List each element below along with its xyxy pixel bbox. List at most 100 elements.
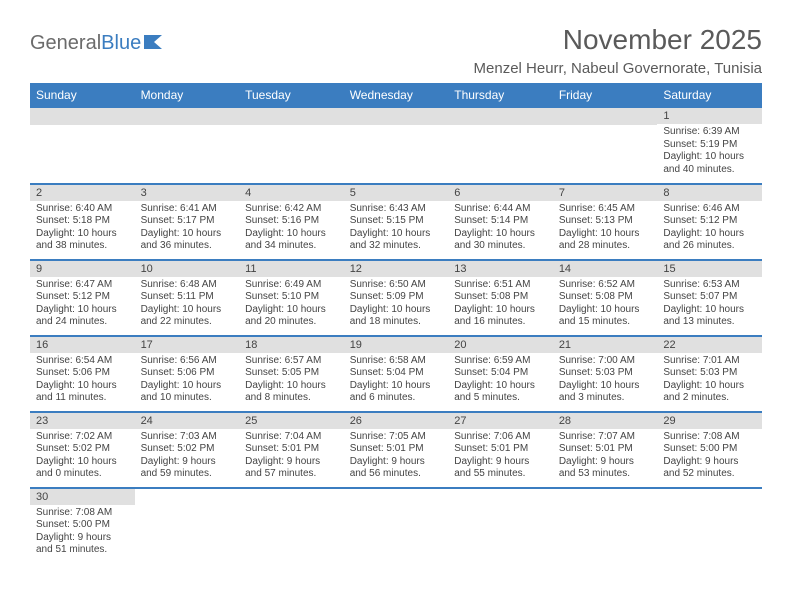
- calendar-cell: 22Sunrise: 7:01 AMSunset: 5:03 PMDayligh…: [657, 336, 762, 412]
- weekday-header: Tuesday: [239, 83, 344, 108]
- day-details: Sunrise: 6:54 AMSunset: 5:06 PMDaylight:…: [30, 353, 135, 409]
- day-number: 26: [344, 413, 449, 429]
- day-details: Sunrise: 6:49 AMSunset: 5:10 PMDaylight:…: [239, 277, 344, 333]
- calendar-cell: 5Sunrise: 6:43 AMSunset: 5:15 PMDaylight…: [344, 184, 449, 260]
- calendar-cell: 26Sunrise: 7:05 AMSunset: 5:01 PMDayligh…: [344, 412, 449, 488]
- calendar-cell: 12Sunrise: 6:50 AMSunset: 5:09 PMDayligh…: [344, 260, 449, 336]
- calendar-cell: [135, 108, 240, 184]
- brand-logo: GeneralBlue: [30, 24, 166, 55]
- calendar-cell: 17Sunrise: 6:56 AMSunset: 5:06 PMDayligh…: [135, 336, 240, 412]
- calendar-cell: 20Sunrise: 6:59 AMSunset: 5:04 PMDayligh…: [448, 336, 553, 412]
- day-number: 2: [30, 185, 135, 201]
- day-details: Sunrise: 6:45 AMSunset: 5:13 PMDaylight:…: [553, 201, 658, 257]
- day-number: 14: [553, 261, 658, 277]
- day-details: Sunrise: 6:41 AMSunset: 5:17 PMDaylight:…: [135, 201, 240, 257]
- day-number: 22: [657, 337, 762, 353]
- calendar-cell: [239, 108, 344, 184]
- day-details: Sunrise: 6:57 AMSunset: 5:05 PMDaylight:…: [239, 353, 344, 409]
- day-number: 18: [239, 337, 344, 353]
- day-number: 20: [448, 337, 553, 353]
- day-details: Sunrise: 6:56 AMSunset: 5:06 PMDaylight:…: [135, 353, 240, 409]
- day-details: Sunrise: 7:00 AMSunset: 5:03 PMDaylight:…: [553, 353, 658, 409]
- brand-part2: Blue: [101, 32, 141, 55]
- day-details: Sunrise: 7:05 AMSunset: 5:01 PMDaylight:…: [344, 429, 449, 485]
- calendar-cell: 11Sunrise: 6:49 AMSunset: 5:10 PMDayligh…: [239, 260, 344, 336]
- day-number: 4: [239, 185, 344, 201]
- day-details: Sunrise: 6:51 AMSunset: 5:08 PMDaylight:…: [448, 277, 553, 333]
- day-details: Sunrise: 6:52 AMSunset: 5:08 PMDaylight:…: [553, 277, 658, 333]
- calendar-cell: 10Sunrise: 6:48 AMSunset: 5:11 PMDayligh…: [135, 260, 240, 336]
- day-details: Sunrise: 6:58 AMSunset: 5:04 PMDaylight:…: [344, 353, 449, 409]
- calendar-cell: [344, 108, 449, 184]
- calendar-cell: 8Sunrise: 6:46 AMSunset: 5:12 PMDaylight…: [657, 184, 762, 260]
- weekday-header: Monday: [135, 83, 240, 108]
- calendar-cell: 2Sunrise: 6:40 AMSunset: 5:18 PMDaylight…: [30, 184, 135, 260]
- calendar-cell: 14Sunrise: 6:52 AMSunset: 5:08 PMDayligh…: [553, 260, 658, 336]
- calendar-cell: [135, 488, 240, 564]
- day-number: 23: [30, 413, 135, 429]
- calendar-cell: 30Sunrise: 7:08 AMSunset: 5:00 PMDayligh…: [30, 488, 135, 564]
- day-details: Sunrise: 7:01 AMSunset: 5:03 PMDaylight:…: [657, 353, 762, 409]
- day-number: 25: [239, 413, 344, 429]
- day-details: Sunrise: 6:50 AMSunset: 5:09 PMDaylight:…: [344, 277, 449, 333]
- weekday-header: Wednesday: [344, 83, 449, 108]
- calendar-cell: 15Sunrise: 6:53 AMSunset: 5:07 PMDayligh…: [657, 260, 762, 336]
- calendar-cell: 4Sunrise: 6:42 AMSunset: 5:16 PMDaylight…: [239, 184, 344, 260]
- day-details: Sunrise: 6:59 AMSunset: 5:04 PMDaylight:…: [448, 353, 553, 409]
- flag-icon: [144, 32, 166, 55]
- day-details: Sunrise: 6:43 AMSunset: 5:15 PMDaylight:…: [344, 201, 449, 257]
- day-number: 29: [657, 413, 762, 429]
- calendar-cell: [344, 488, 449, 564]
- day-details: Sunrise: 7:06 AMSunset: 5:01 PMDaylight:…: [448, 429, 553, 485]
- calendar-cell: 7Sunrise: 6:45 AMSunset: 5:13 PMDaylight…: [553, 184, 658, 260]
- empty-day-bar: [448, 108, 553, 125]
- month-title: November 2025: [474, 24, 762, 56]
- weekday-header: Thursday: [448, 83, 553, 108]
- calendar-cell: [448, 488, 553, 564]
- day-number: 7: [553, 185, 658, 201]
- empty-day-bar: [239, 108, 344, 125]
- calendar-cell: 13Sunrise: 6:51 AMSunset: 5:08 PMDayligh…: [448, 260, 553, 336]
- calendar-cell: 27Sunrise: 7:06 AMSunset: 5:01 PMDayligh…: [448, 412, 553, 488]
- day-number: 8: [657, 185, 762, 201]
- day-details: Sunrise: 7:04 AMSunset: 5:01 PMDaylight:…: [239, 429, 344, 485]
- day-number: 11: [239, 261, 344, 277]
- calendar-cell: 25Sunrise: 7:04 AMSunset: 5:01 PMDayligh…: [239, 412, 344, 488]
- day-number: 10: [135, 261, 240, 277]
- calendar-cell: 3Sunrise: 6:41 AMSunset: 5:17 PMDaylight…: [135, 184, 240, 260]
- calendar-cell: 21Sunrise: 7:00 AMSunset: 5:03 PMDayligh…: [553, 336, 658, 412]
- calendar-cell: 18Sunrise: 6:57 AMSunset: 5:05 PMDayligh…: [239, 336, 344, 412]
- day-number: 15: [657, 261, 762, 277]
- calendar-cell: [553, 108, 658, 184]
- calendar-cell: 19Sunrise: 6:58 AMSunset: 5:04 PMDayligh…: [344, 336, 449, 412]
- day-number: 12: [344, 261, 449, 277]
- calendar-cell: [239, 488, 344, 564]
- calendar-cell: 16Sunrise: 6:54 AMSunset: 5:06 PMDayligh…: [30, 336, 135, 412]
- day-details: Sunrise: 7:08 AMSunset: 5:00 PMDaylight:…: [30, 505, 135, 561]
- day-number: 13: [448, 261, 553, 277]
- day-number: 3: [135, 185, 240, 201]
- empty-day-bar: [135, 108, 240, 125]
- day-details: Sunrise: 7:02 AMSunset: 5:02 PMDaylight:…: [30, 429, 135, 485]
- calendar-cell: 29Sunrise: 7:08 AMSunset: 5:00 PMDayligh…: [657, 412, 762, 488]
- calendar-cell: [30, 108, 135, 184]
- weekday-header: Saturday: [657, 83, 762, 108]
- calendar-cell: 1Sunrise: 6:39 AMSunset: 5:19 PMDaylight…: [657, 108, 762, 184]
- day-details: Sunrise: 6:48 AMSunset: 5:11 PMDaylight:…: [135, 277, 240, 333]
- calendar-cell: 24Sunrise: 7:03 AMSunset: 5:02 PMDayligh…: [135, 412, 240, 488]
- calendar-cell: [553, 488, 658, 564]
- weekday-header: Sunday: [30, 83, 135, 108]
- day-details: Sunrise: 6:46 AMSunset: 5:12 PMDaylight:…: [657, 201, 762, 257]
- calendar-cell: 6Sunrise: 6:44 AMSunset: 5:14 PMDaylight…: [448, 184, 553, 260]
- day-number: 21: [553, 337, 658, 353]
- day-number: 6: [448, 185, 553, 201]
- day-number: 9: [30, 261, 135, 277]
- day-number: 19: [344, 337, 449, 353]
- day-number: 5: [344, 185, 449, 201]
- calendar-cell: 9Sunrise: 6:47 AMSunset: 5:12 PMDaylight…: [30, 260, 135, 336]
- day-number: 17: [135, 337, 240, 353]
- empty-day-bar: [553, 108, 658, 125]
- day-details: Sunrise: 7:08 AMSunset: 5:00 PMDaylight:…: [657, 429, 762, 485]
- day-number: 24: [135, 413, 240, 429]
- brand-part1: General: [30, 32, 101, 55]
